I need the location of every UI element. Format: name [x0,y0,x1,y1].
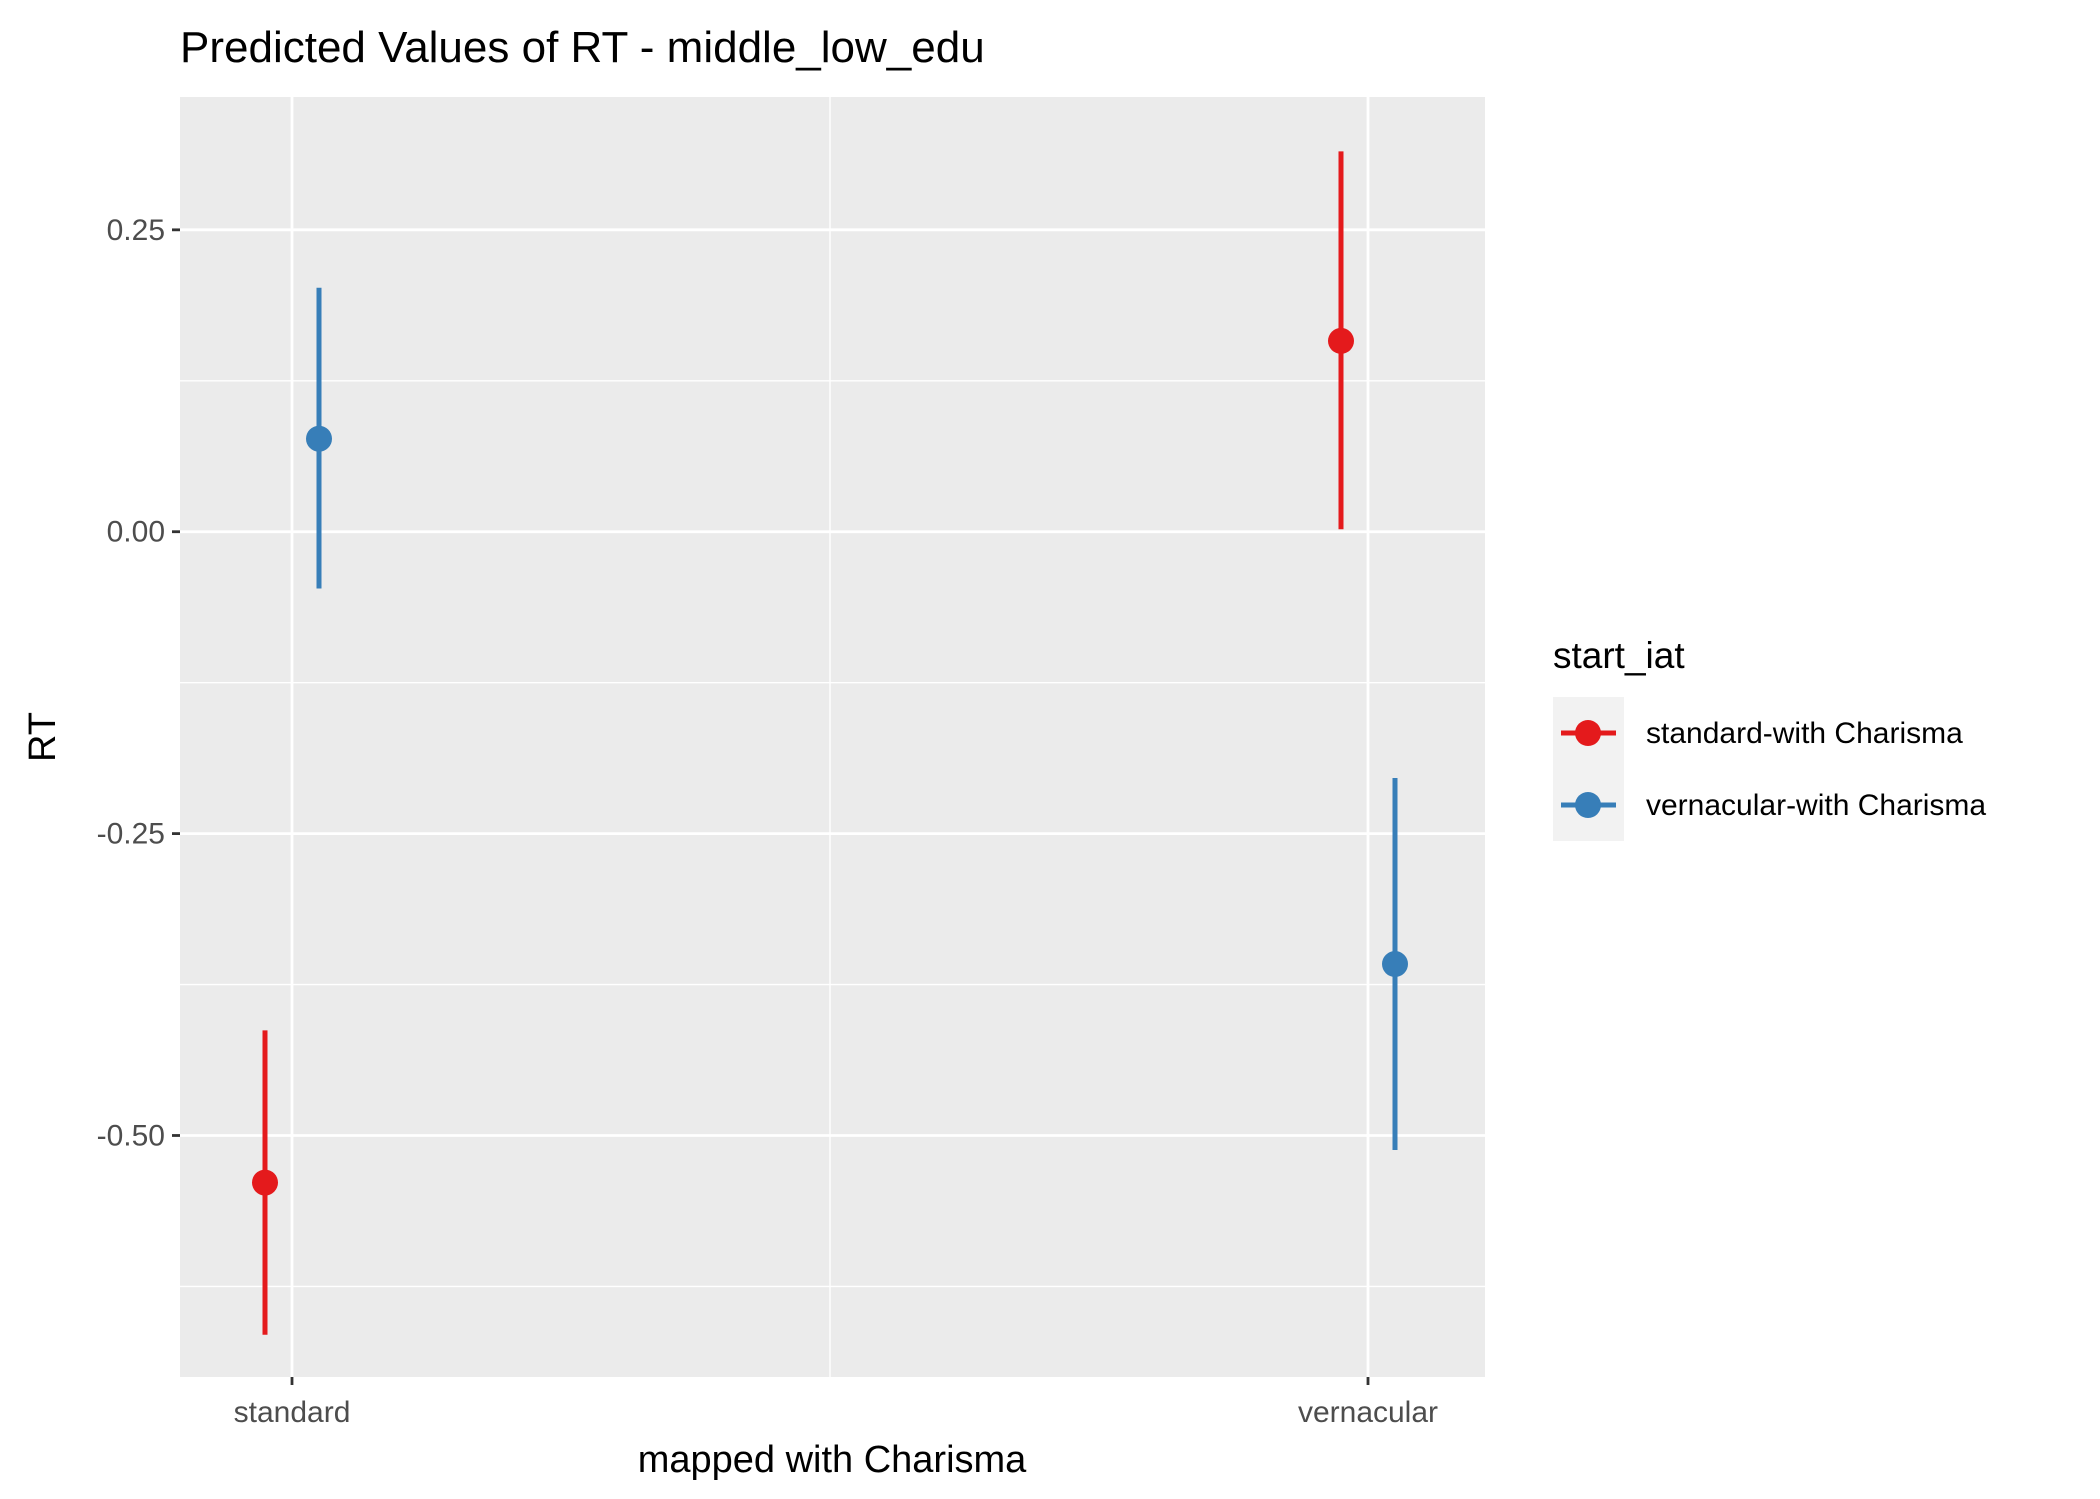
data-point [1382,951,1408,978]
y-tick-label: 0.25 [107,214,165,247]
legend-label: vernacular-with Charisma [1646,789,1986,822]
y-tick-label: -0.50 [97,1119,165,1152]
data-point [1328,327,1354,354]
legend-key-point [1575,720,1601,746]
major-gridlines [180,97,1485,1377]
plot-panel [180,97,1485,1377]
data-point [252,1169,278,1196]
y-axis: -0.50 -0.25 0.00 0.25 [97,214,180,1152]
legend: start_iat standard-with Charisma vernacul… [1553,635,1986,841]
y-tick-label: -0.25 [97,818,165,851]
legend-title: start_iat [1553,635,1685,676]
legend-key-background [1553,697,1624,841]
data-point [306,425,332,452]
x-tick-label: standard [234,1396,351,1429]
y-axis-title: RT [22,712,64,762]
chart-title: Predicted Values of RT - middle_low_edu [180,23,985,72]
x-axis-title: mapped with Charisma [638,1439,1027,1481]
minor-gridlines [180,97,1485,1377]
x-tick-label: vernacular [1298,1396,1438,1429]
data-marks [252,151,1408,1335]
legend-key-point [1575,792,1601,818]
y-tick-label: 0.00 [107,516,165,549]
legend-label: standard-with Charisma [1646,717,1963,750]
x-axis: standard vernacular [234,1377,1438,1429]
